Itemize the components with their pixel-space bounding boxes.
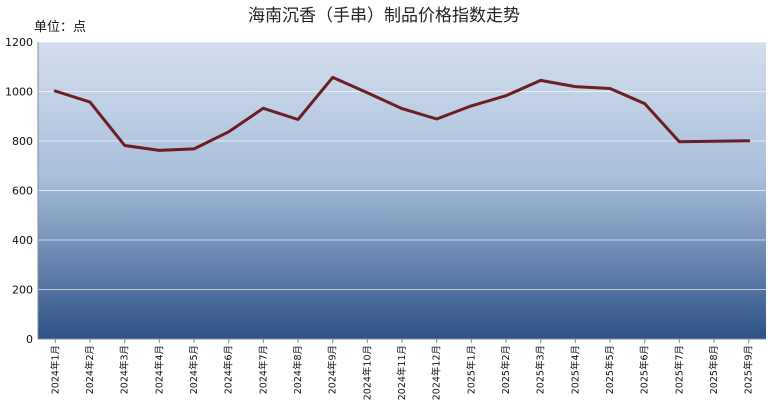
y-tick-label: 400	[12, 234, 33, 247]
x-tick-label: 2024年6月	[223, 345, 235, 394]
data-point	[192, 147, 196, 151]
x-tick-label: 2025年7月	[673, 345, 685, 394]
x-tick-label: 2024年5月	[188, 345, 200, 394]
x-tick-label: 2024年3月	[119, 345, 131, 394]
x-tick-label: 2025年6月	[639, 345, 651, 394]
data-point	[88, 100, 92, 104]
x-tick-label: 2025年8月	[708, 345, 720, 394]
data-point	[712, 140, 716, 143]
x-tick-label: 2025年9月	[743, 345, 755, 394]
gridlines	[38, 41, 766, 290]
x-tick-label: 2024年7月	[257, 345, 269, 394]
x-tick-label: 2025年5月	[604, 345, 616, 394]
x-tick-label: 2024年10月	[361, 345, 373, 400]
chart-title: 海南沉香（手串）制品价格指数走势	[248, 6, 520, 26]
data-point	[400, 107, 404, 110]
x-tick-label: 2024年4月	[153, 345, 165, 394]
data-point	[123, 144, 126, 147]
x-tick-label: 2025年4月	[569, 345, 581, 394]
data-point	[747, 139, 750, 142]
data-point	[366, 91, 369, 94]
series-layer	[53, 75, 751, 152]
x-tick-label: 2025年1月	[465, 345, 477, 394]
y-tick-label: 1200	[5, 36, 33, 49]
x-tick-label: 2025年2月	[500, 345, 512, 394]
data-point	[643, 102, 646, 105]
x-tick-label: 2025年3月	[535, 345, 547, 394]
x-tick-label: 2024年12月	[431, 345, 443, 400]
y-axis-ticks: 0 200 400 600 800 1000 1200	[5, 36, 33, 346]
data-point	[54, 89, 57, 93]
data-point	[296, 118, 300, 121]
unit-label: 单位：点	[34, 20, 86, 35]
x-tick-label: 2024年9月	[327, 345, 339, 394]
x-tick-label: 2024年11月	[396, 345, 408, 400]
data-point	[539, 79, 542, 82]
data-point	[262, 107, 265, 110]
data-point	[158, 149, 161, 152]
y-tick-label: 600	[12, 185, 33, 198]
data-point	[574, 85, 577, 88]
y-tick-label: 0	[26, 333, 33, 346]
y-tick-label: 800	[12, 135, 33, 148]
data-point	[435, 117, 438, 121]
x-tick-label: 2024年1月	[49, 345, 61, 394]
y-tick-label: 1000	[5, 86, 33, 99]
data-point	[227, 130, 230, 133]
data-point	[608, 87, 612, 90]
data-point	[470, 104, 473, 108]
x-axis-ticks: 2024年1月 2024年2月 2024年3月 2024年4月 2024年5月 2024年…	[49, 339, 755, 400]
x-tick-label: 2024年2月	[84, 345, 96, 394]
x-tick-label: 2024年8月	[292, 345, 304, 394]
y-tick-label: 200	[12, 284, 33, 297]
data-point	[331, 76, 334, 79]
data-point	[504, 94, 508, 97]
data-point	[678, 140, 681, 143]
